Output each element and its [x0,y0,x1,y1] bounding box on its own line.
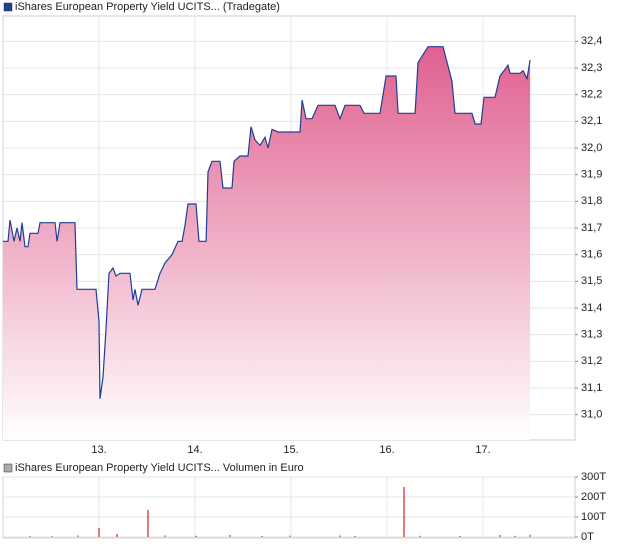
area-fill [3,46,531,440]
volume-bar [116,534,118,537]
volume-bar [98,528,100,537]
y-tick-label: 32,1 [581,115,602,127]
y-tick-label: 32,2 [581,89,602,101]
volume-bar [29,536,31,537]
y-tick-label: 100T [581,511,606,523]
volume-bar [261,536,263,537]
y-tick-label: 200T [581,491,606,503]
y-tick-label: 31,2 [581,355,602,367]
volume-bar [164,535,166,537]
volume-bar [529,534,531,537]
y-tick-label: 31,8 [581,195,602,207]
volume-bar [339,535,341,537]
volume-bar [419,535,421,537]
y-tick-label: 32,4 [581,35,602,47]
volume-bar [459,536,461,537]
x-tick-label: 17. [475,444,490,456]
y-tick-label: 31,5 [581,275,602,287]
x-tick-label: 16. [379,444,394,456]
x-tick-label: 13. [91,444,106,456]
legend-label: iShares European Property Yield UCITS...… [15,462,304,474]
x-tick-label: 14. [187,444,202,456]
y-tick-label: 31,3 [581,329,602,341]
y-tick-label: 31,4 [581,302,602,314]
y-tick-label: 31,7 [581,222,602,234]
y-tick-label: 300T [581,471,606,483]
volume-bar [514,535,516,537]
y-tick-label: 0T [581,531,594,543]
legend-label: iShares European Property Yield UCITS...… [15,1,280,13]
y-tick-label: 31,0 [581,409,602,421]
volume-bar [403,487,405,537]
volume-bar [77,535,79,537]
volume-bar [289,535,291,537]
y-tick-label: 31,1 [581,382,602,394]
price-line [3,46,531,399]
legend-swatch [3,2,13,12]
volume-bar [229,535,231,537]
x-tick-label: 15. [283,444,298,456]
legend-swatch [3,463,13,473]
y-tick-label: 32,3 [581,62,602,74]
volume-bar [195,535,197,537]
plot-area [2,476,576,539]
y-tick-label: 31,9 [581,169,602,181]
volume-bar [499,535,501,537]
y-tick-label: 31,6 [581,249,602,261]
volume-bar [147,510,149,537]
y-tick-label: 32,0 [581,142,602,154]
volume-bar [354,536,356,537]
volume-bar [51,536,53,537]
